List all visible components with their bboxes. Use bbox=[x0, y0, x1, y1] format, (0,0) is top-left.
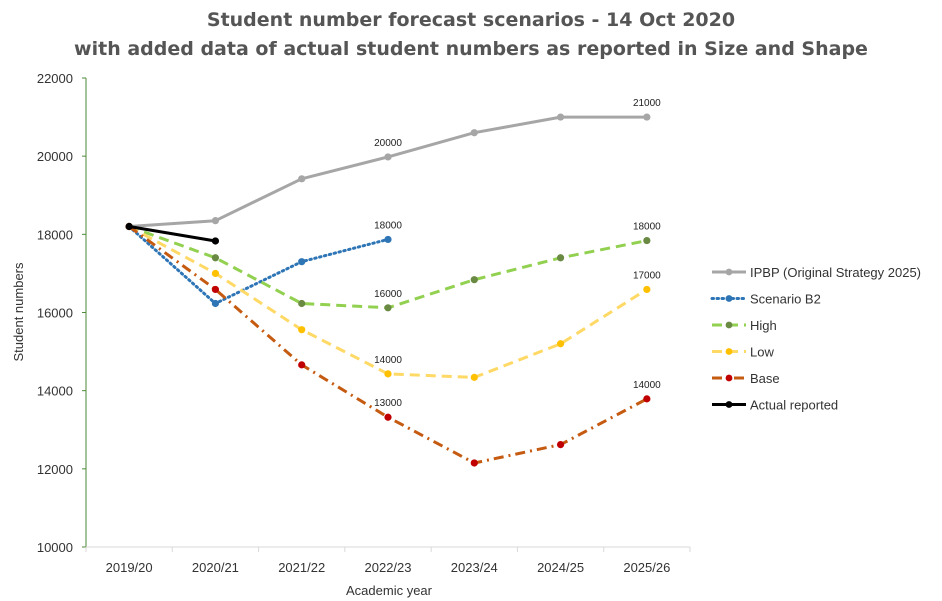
data-point bbox=[298, 326, 306, 334]
data-label: 21000 bbox=[633, 98, 661, 109]
data-point bbox=[211, 254, 220, 262]
data-point bbox=[298, 299, 306, 308]
series-base bbox=[125, 222, 651, 467]
data-point bbox=[298, 361, 306, 369]
x-tick-label: 2020/21 bbox=[192, 560, 239, 575]
legend-marker bbox=[725, 321, 733, 329]
data-label: 18000 bbox=[633, 222, 661, 233]
data-labels: 21000 20000 18000 18000 16000 17000 14000 13000… bbox=[374, 98, 661, 409]
data-point bbox=[384, 413, 392, 421]
data-label: 20000 bbox=[374, 138, 402, 149]
y-tick-label: 20000 bbox=[37, 149, 73, 164]
series-scenario-b2 bbox=[125, 222, 392, 308]
data-point bbox=[384, 370, 392, 378]
x-tick-label: 2024/25 bbox=[537, 560, 584, 575]
series-line bbox=[128, 225, 216, 243]
data-point bbox=[384, 153, 392, 161]
series-line bbox=[128, 115, 647, 228]
series-line bbox=[128, 225, 648, 465]
data-label: 18000 bbox=[374, 220, 402, 231]
series-ipbp-original-strategy-2025 bbox=[125, 113, 651, 231]
legend-marker bbox=[725, 268, 733, 276]
data-point bbox=[384, 304, 392, 312]
data-point bbox=[211, 299, 220, 308]
series-actual-reported bbox=[125, 222, 220, 245]
legend-item: High bbox=[712, 318, 777, 333]
legend-item: Scenario B2 bbox=[710, 292, 821, 307]
data-point bbox=[556, 254, 565, 262]
data-point bbox=[125, 222, 133, 231]
legend-label: Scenario B2 bbox=[750, 292, 821, 307]
legend-marker bbox=[725, 374, 733, 382]
data-point bbox=[470, 373, 478, 381]
data-point bbox=[643, 236, 651, 245]
data-point bbox=[556, 441, 565, 449]
data-point bbox=[211, 285, 220, 294]
data-point bbox=[643, 113, 651, 121]
x-tick-label: 2019/20 bbox=[106, 560, 153, 575]
data-point bbox=[470, 129, 478, 137]
data-label: 14000 bbox=[374, 355, 402, 366]
data-point bbox=[643, 395, 651, 403]
data-point bbox=[643, 285, 651, 294]
data-point bbox=[470, 276, 478, 284]
y-tick-label: 16000 bbox=[37, 306, 73, 321]
y-axis-title: Student numbers bbox=[11, 262, 26, 362]
data-point bbox=[556, 340, 565, 348]
x-tick-label: 2021/22 bbox=[278, 560, 325, 575]
x-tick-label: 2025/26 bbox=[623, 560, 670, 575]
y-tick-label: 22000 bbox=[37, 71, 73, 86]
data-point bbox=[470, 459, 478, 467]
x-tick-label: 2023/24 bbox=[451, 560, 498, 575]
data-point bbox=[556, 113, 565, 121]
data-label: 13000 bbox=[374, 398, 402, 409]
chart-title-line-2: with added data of actual student number… bbox=[74, 38, 868, 60]
data-point bbox=[384, 235, 392, 244]
data-label: 17000 bbox=[633, 270, 661, 281]
chart-title-line-1: Student number forecast scenarios - 14 O… bbox=[207, 9, 735, 31]
legend-label: Base bbox=[750, 371, 780, 386]
legend-label: High bbox=[750, 318, 777, 333]
y-tick-label: 12000 bbox=[37, 462, 73, 477]
legend-item: Actual reported bbox=[712, 398, 838, 413]
series-line bbox=[127, 225, 390, 305]
y-tick-label: 14000 bbox=[37, 384, 73, 399]
legend-item: Base bbox=[712, 371, 780, 386]
data-point bbox=[298, 175, 306, 183]
axes: 10000 12000 14000 16000 18000 20000 22000 2019/… bbox=[37, 71, 691, 575]
data-label: 16000 bbox=[374, 289, 402, 300]
data-point bbox=[298, 258, 306, 266]
data-point bbox=[211, 269, 220, 278]
legend-item: IPBP (Original Strategy 2025) bbox=[712, 265, 921, 280]
data-point bbox=[211, 237, 220, 245]
legend-marker bbox=[725, 348, 733, 355]
data-point bbox=[211, 217, 220, 225]
data-label: 14000 bbox=[633, 380, 661, 391]
x-axis-title: Academic year bbox=[346, 583, 433, 598]
legend: IPBP (Original Strategy 2025) Scenario B2… bbox=[710, 265, 921, 413]
x-tick-label: 2022/23 bbox=[365, 560, 412, 575]
legend-label: Low bbox=[750, 345, 774, 360]
series-high bbox=[125, 222, 651, 312]
y-tick-label: 10000 bbox=[37, 540, 73, 555]
legend-label: Actual reported bbox=[750, 398, 838, 413]
y-tick-label: 18000 bbox=[37, 227, 73, 242]
legend-marker bbox=[725, 295, 733, 302]
legend-item: Low bbox=[712, 345, 774, 360]
legend-marker bbox=[725, 401, 733, 408]
legend-label: IPBP (Original Strategy 2025) bbox=[750, 265, 921, 280]
series-group bbox=[125, 113, 651, 467]
